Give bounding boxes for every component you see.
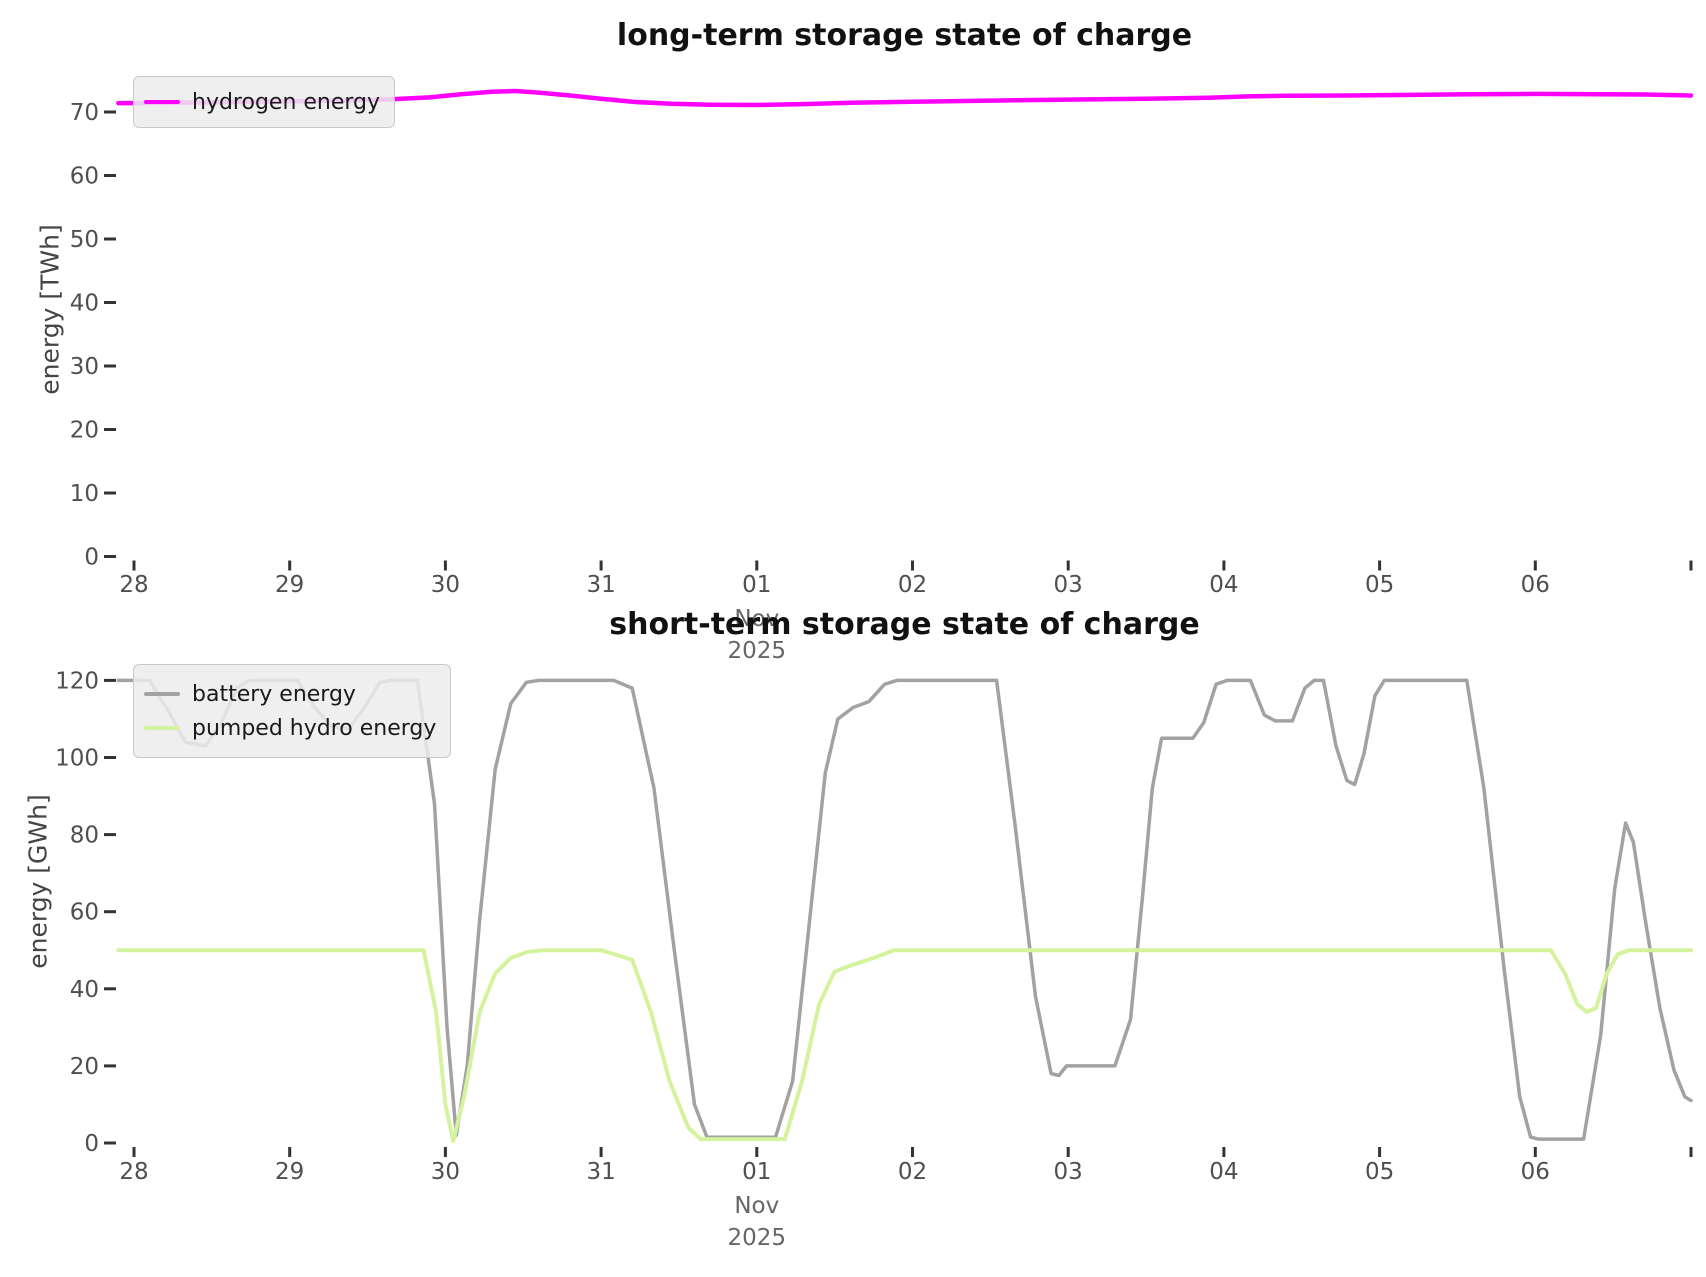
svg-text:01: 01 — [742, 572, 771, 598]
svg-text:28: 28 — [119, 572, 148, 598]
svg-text:80: 80 — [70, 823, 99, 849]
svg-text:60: 60 — [70, 900, 99, 926]
svg-text:30: 30 — [431, 572, 460, 598]
legend-row: pumped hydro energy — [144, 715, 436, 741]
svg-text:28: 28 — [119, 1159, 148, 1185]
svg-text:2025: 2025 — [728, 638, 787, 664]
svg-text:100: 100 — [55, 746, 99, 772]
svg-text:02: 02 — [898, 1159, 927, 1185]
legend-row: hydrogen energy — [144, 89, 380, 115]
svg-text:30: 30 — [431, 1159, 460, 1185]
svg-text:70: 70 — [70, 100, 99, 126]
long-term-y-axis-label: energy [TWh] — [35, 224, 65, 395]
pumped-hydro-energy-legend-label: pumped hydro energy — [192, 715, 437, 741]
battery-energy-legend-label: battery energy — [192, 681, 356, 707]
short-term-y-axis-label: energy [GWh] — [23, 794, 53, 969]
svg-text:06: 06 — [1521, 1159, 1550, 1185]
svg-text:03: 03 — [1054, 1159, 1083, 1185]
svg-text:05: 05 — [1365, 1159, 1394, 1185]
svg-text:06: 06 — [1521, 572, 1550, 598]
svg-text:0: 0 — [84, 545, 99, 571]
svg-text:50: 50 — [70, 227, 99, 253]
svg-text:20: 20 — [70, 1054, 99, 1080]
svg-text:04: 04 — [1209, 1159, 1238, 1185]
svg-text:02: 02 — [898, 572, 927, 598]
svg-text:29: 29 — [275, 572, 304, 598]
svg-text:40: 40 — [70, 291, 99, 317]
svg-text:03: 03 — [1054, 572, 1083, 598]
short-term-chart-title: short-term storage state of charge — [609, 607, 1200, 642]
hydrogen-energy-legend-label: hydrogen energy — [192, 89, 381, 115]
long-term-chart-title: long-term storage state of charge — [616, 18, 1193, 53]
svg-text:120: 120 — [55, 668, 99, 694]
svg-text:05: 05 — [1365, 572, 1394, 598]
svg-text:0: 0 — [84, 1131, 99, 1157]
pumped-hydro-energy-swatch — [144, 726, 180, 730]
legend-row: battery energy — [144, 681, 436, 707]
svg-text:40: 40 — [70, 977, 99, 1003]
svg-text:31: 31 — [586, 1159, 615, 1185]
svg-text:31: 31 — [586, 572, 615, 598]
svg-text:60: 60 — [70, 164, 99, 190]
svg-text:04: 04 — [1209, 572, 1238, 598]
svg-text:30: 30 — [70, 354, 99, 380]
svg-text:29: 29 — [275, 1159, 304, 1185]
battery-energy-swatch — [144, 692, 180, 696]
svg-text:Nov: Nov — [734, 1193, 779, 1219]
svg-text:10: 10 — [70, 481, 99, 507]
hydrogen-energy-swatch — [144, 100, 180, 104]
short-term-legend: battery energy pumped hydro energy — [133, 664, 452, 758]
svg-text:01: 01 — [742, 1159, 771, 1185]
long-term-legend: hydrogen energy — [133, 76, 396, 128]
svg-text:20: 20 — [70, 418, 99, 444]
svg-text:2025: 2025 — [728, 1225, 787, 1251]
svg-text:Nov: Nov — [734, 606, 779, 632]
